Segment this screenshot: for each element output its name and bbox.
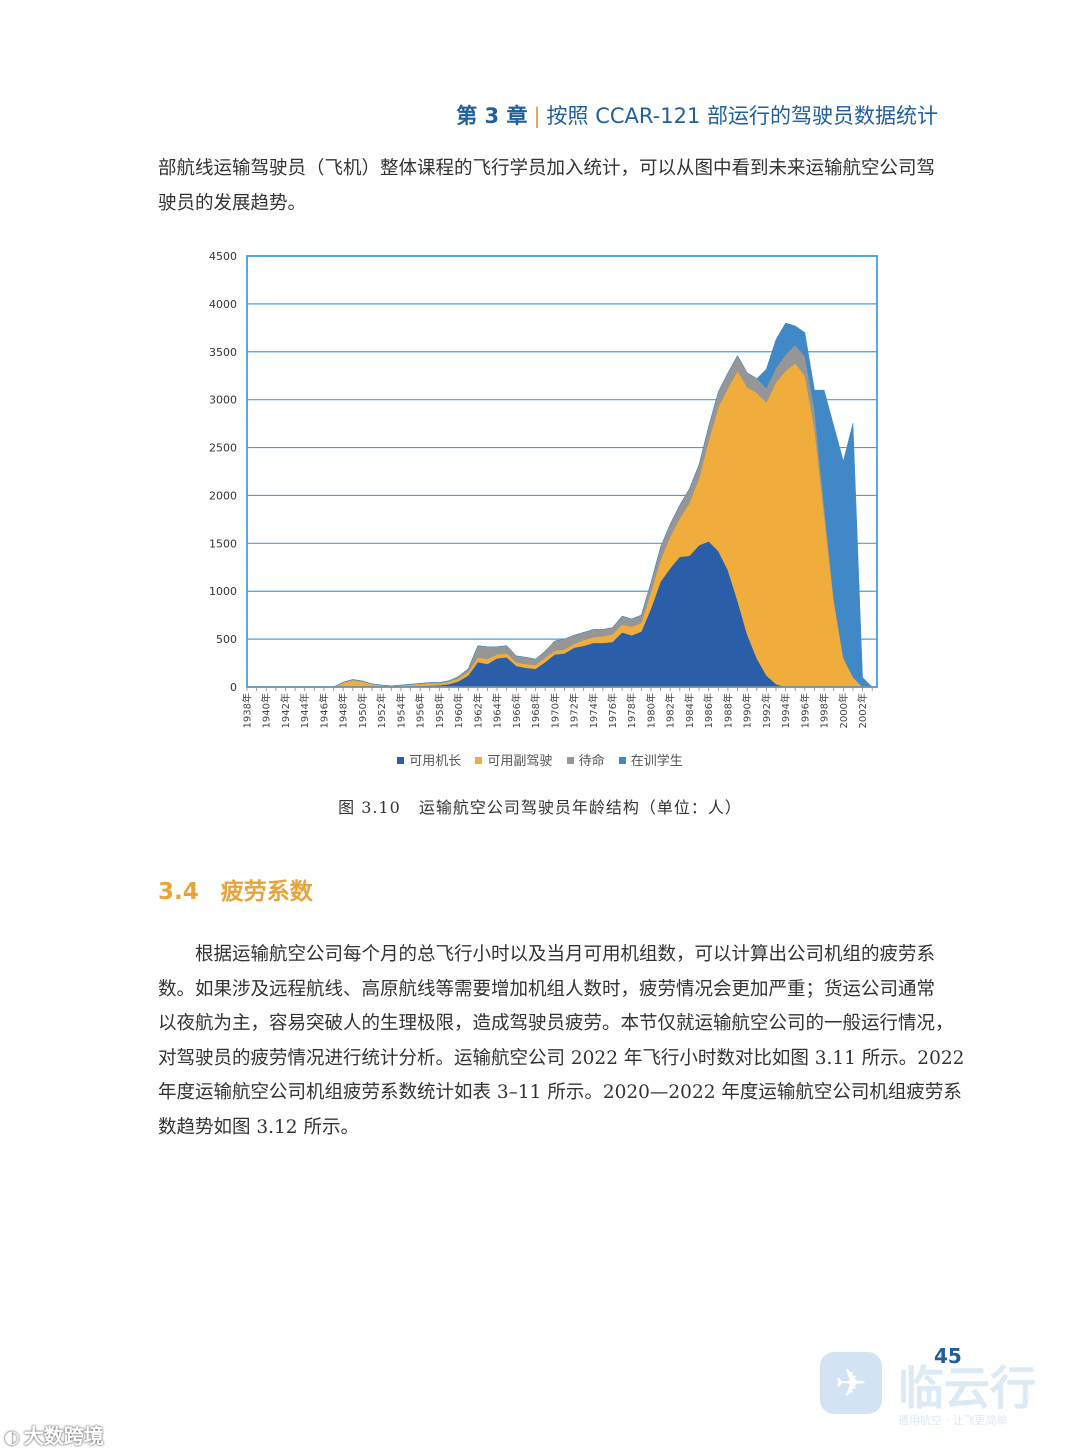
x-tick-label: 1960年 <box>452 693 465 728</box>
body-line: 对驾驶员的疲劳情况进行统计分析。运输航空公司 2022 年飞行小时数对比如图 3… <box>158 1047 965 1069</box>
legend-item: 在训学生 <box>618 750 683 769</box>
x-tick-label: 1992年 <box>760 693 773 728</box>
chart-legend: 可用机长 可用副驾驶 待命 在训学生 <box>0 750 1080 769</box>
x-tick-label: 1994年 <box>779 693 792 728</box>
section-title: 疲劳系数 <box>220 879 313 905</box>
x-tick-label: 1990年 <box>741 693 754 728</box>
chapter-number: 第 3 章 <box>456 104 528 128</box>
section-heading: 3.4 疲劳系数 <box>158 872 313 906</box>
intro-line: 部航线运输驾驶员（飞机）整体课程的飞行学员加入统计，可以从图中看到未来运输航空公… <box>158 158 936 179</box>
x-tick-label: 1950年 <box>356 693 369 728</box>
x-tick-label: 1946年 <box>317 693 330 728</box>
legend-label: 在训学生 <box>630 754 683 769</box>
x-tick-label: 1986年 <box>702 693 715 728</box>
y-tick-label: 2000 <box>209 489 237 502</box>
figure-caption: 图 3.10 运输航空公司驾驶员年龄结构（单位：人） <box>0 794 1080 818</box>
watermark-brand: 临云行 <box>898 1361 1036 1415</box>
intro-line: 驶员的发展趋势。 <box>158 192 307 214</box>
chapter-title: 按照 CCAR-121 部运行的驾驶员数据统计 <box>546 104 938 128</box>
figure-number: 图 3.10 <box>338 798 401 817</box>
x-tick-label: 1952年 <box>375 693 388 728</box>
x-tick-label: 1996年 <box>798 693 811 728</box>
legend-swatch <box>566 757 574 764</box>
x-tick-label: 1942年 <box>279 693 292 728</box>
x-tick-label: 2000年 <box>837 693 850 728</box>
legend-item: 待命 <box>566 750 605 769</box>
body-line: 数趋势如图 3.12 所示。 <box>158 1116 359 1138</box>
header-separator: | <box>533 104 541 128</box>
body-paragraph: 根据运输航空公司每个月的总飞行小时以及当月可用机组数，可以计算出公司机组的疲劳系… <box>158 938 965 1145</box>
x-tick-label: 1970年 <box>548 693 561 728</box>
legend-item: 可用副驾驶 <box>475 750 552 769</box>
x-tick-label: 1966年 <box>510 693 523 728</box>
section-number: 3.4 <box>158 879 199 905</box>
x-tick-label: 1974年 <box>587 693 600 728</box>
legend-label: 待命 <box>578 754 605 769</box>
plane-icon: ✈ <box>820 1352 882 1414</box>
chart-areas <box>247 322 873 688</box>
x-tick-label: 1948年 <box>337 693 350 728</box>
x-tick-label: 1954年 <box>394 693 407 728</box>
x-tick-label: 1964年 <box>491 693 504 728</box>
legend-item: 可用机长 <box>397 750 461 769</box>
body-line: 数。如果涉及远程航线、高原航线等需要增加机组人数时，疲劳情况会更加严重；货运公司… <box>158 978 936 1000</box>
x-tick-label: 1944年 <box>298 693 311 728</box>
y-tick-label: 1500 <box>209 537 237 550</box>
y-tick-label: 4500 <box>209 250 237 263</box>
body-line: 以夜航为主，容易突破人的生理极限，造成驾驶员疲劳。本节仅就运输航空公司的一般运行… <box>158 1013 954 1034</box>
legend-swatch <box>475 757 483 764</box>
x-tick-label: 1972年 <box>568 693 581 728</box>
x-tick-label: 2002年 <box>856 693 869 728</box>
y-tick-label: 4000 <box>209 298 237 311</box>
y-tick-label: 3000 <box>209 394 237 407</box>
y-tick-label: 1000 <box>209 585 237 598</box>
x-axis: 1938年 1940年 1942年 1944年 1946年 1948年 1950年 1952年… <box>241 686 877 728</box>
legend-label: 可用副驾驶 <box>487 754 553 769</box>
figure-title: 运输航空公司驾驶员年龄结构（单位：人） <box>418 798 742 817</box>
x-tick-label: 1980年 <box>644 693 657 728</box>
page-number: 45 <box>934 1344 962 1368</box>
x-tick-label: 1978年 <box>625 693 638 728</box>
x-tick-label: 1976年 <box>606 693 619 728</box>
y-tick-label: 3500 <box>209 346 237 359</box>
x-tick-label: 1968年 <box>529 693 542 728</box>
watermark-logo: ✈ 临云行 通用航空 · 让飞更简单 <box>820 1352 1060 1436</box>
y-tick-label: 500 <box>216 633 237 646</box>
watermark-slogan: 通用航空 · 让飞更简单 <box>898 1414 1008 1427</box>
y-tick-label: 0 <box>230 681 237 694</box>
body-line: 根据运输航空公司每个月的总飞行小时以及当月可用机组数，可以计算出公司机组的疲劳系 <box>158 944 936 965</box>
x-tick-label: 1938年 <box>241 693 254 728</box>
x-tick-label: 1998年 <box>818 693 831 728</box>
x-tick-label: 1962年 <box>471 693 484 728</box>
x-tick-label: 1940年 <box>260 693 273 728</box>
y-axis: 0 500 1000 1500 2000 2500 3000 3500 4000 4500 <box>209 250 237 694</box>
intro-paragraph: 部航线运输驾驶员（飞机）整体课程的飞行学员加入统计，可以从图中看到未来运输航空公… <box>158 152 938 221</box>
x-tick-label: 1982年 <box>664 693 677 728</box>
x-tick-label: 1988年 <box>721 693 734 728</box>
watermark-source-text: 大数跨境 <box>23 1424 104 1448</box>
y-tick-label: 2500 <box>209 442 237 455</box>
chapter-header: 第 3 章 | 按照 CCAR-121 部运行的驾驶员数据统计 <box>456 100 938 130</box>
source-logo-icon: ◐ <box>4 1427 20 1448</box>
legend-swatch <box>618 757 626 764</box>
x-tick-label: 1956年 <box>414 693 427 728</box>
x-tick-label: 1958年 <box>433 693 446 728</box>
legend-swatch <box>397 757 405 764</box>
legend-label: 可用机长 <box>409 754 462 769</box>
x-tick-label: 1984年 <box>683 693 696 728</box>
age-structure-chart: 0 500 1000 1500 2000 2500 3000 3500 4000 4500 193… <box>209 250 878 728</box>
watermark-source: ◐ 大数跨境 <box>4 1420 104 1449</box>
body-line: 年度运输航空公司机组疲劳系数统计如表 3–11 所示。2020—2022 年度运… <box>158 1082 962 1103</box>
area-series <box>247 362 873 688</box>
